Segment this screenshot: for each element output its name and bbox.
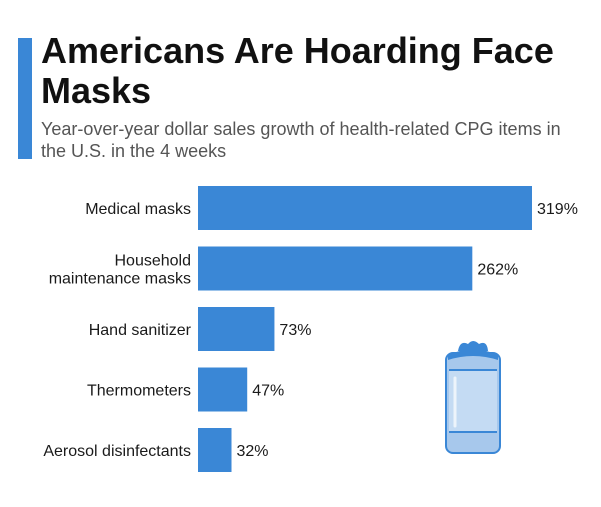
bar: [198, 428, 232, 472]
bar: [198, 186, 532, 230]
category-label: maintenance masks: [49, 271, 191, 288]
category-label: Thermometers: [87, 383, 191, 400]
category-label: Hand sanitizer: [89, 322, 192, 339]
disinfecting-wipes-canister-icon: [445, 341, 501, 454]
bar: [198, 246, 473, 291]
bar-value-label: 262%: [477, 262, 518, 279]
bar-value-label: 73%: [279, 322, 311, 339]
bar-value-label: 32%: [237, 443, 269, 460]
bars-group: 319% Medical masks 262% Householdmaintenanc…: [43, 186, 578, 472]
bar-value-label: 319%: [537, 201, 578, 218]
bar: [198, 367, 248, 412]
chart-title: Americans Are Hoarding Face Masks: [41, 30, 554, 111]
bar-value-label: 47%: [252, 383, 284, 400]
chart-subtitle: Year-over-year dollar sales growth of he…: [41, 119, 561, 161]
category-label: Household: [115, 253, 192, 270]
category-label: Aerosol disinfectants: [43, 443, 191, 460]
category-label: Medical masks: [85, 201, 191, 218]
bar: [198, 307, 275, 351]
title-accent-bar: [18, 38, 32, 159]
